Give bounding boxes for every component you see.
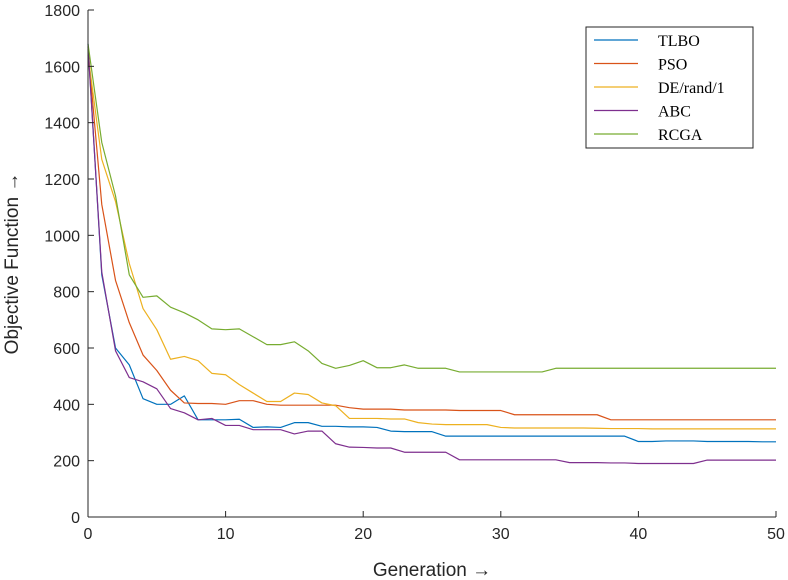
y-tick-label: 400 (53, 397, 80, 414)
y-tick-label: 1600 (44, 59, 80, 76)
y-tick-label: 600 (53, 341, 80, 358)
y-axis-label: Objective Function → (2, 173, 23, 355)
y-tick-label: 0 (71, 510, 80, 527)
series-lines (87, 43, 776, 465)
y-tick-label: 800 (53, 285, 80, 302)
x-tick-label: 20 (354, 526, 372, 543)
y-tick-label: 1200 (44, 172, 80, 189)
legend-label: TLBO (658, 33, 700, 50)
x-axis-label: Generation → (373, 560, 491, 580)
y-tick-label: 200 (53, 454, 80, 471)
x-tick-label: 50 (767, 526, 785, 543)
series-line-pso (87, 49, 776, 421)
series-line-rcga (87, 43, 776, 373)
y-tick-label: 1000 (44, 228, 80, 245)
x-tick-label: 40 (630, 526, 648, 543)
series-line-abc (87, 46, 776, 465)
y-axis-ticks: 0 200 400 600 800 1000 1200 1400 1600 1800 (44, 3, 94, 527)
y-tick-label: 1800 (44, 3, 80, 20)
series-line-de-rand-1 (87, 54, 776, 430)
x-tick-label: 30 (492, 526, 510, 543)
axes (87, 10, 776, 518)
legend: TLBO PSO DE/rand/1 ABC RCGA (585, 26, 754, 149)
x-tick-label: 10 (217, 526, 235, 543)
y-tick-label: 1400 (44, 116, 80, 133)
x-tick-label: 0 (84, 526, 93, 543)
legend-label: RCGA (658, 127, 703, 144)
x-axis-ticks: 0 10 20 30 40 50 (84, 511, 785, 543)
legend-label: PSO (658, 57, 687, 74)
legend-box (585, 26, 754, 149)
legend-label: DE/rand/1 (658, 80, 725, 97)
legend-label: ABC (658, 104, 691, 121)
